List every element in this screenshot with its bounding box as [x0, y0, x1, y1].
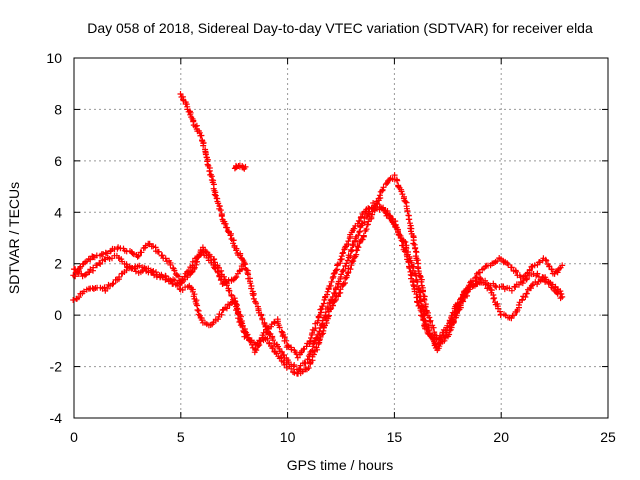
x-tick-label: 10	[280, 429, 296, 445]
x-tick-label: 5	[177, 429, 185, 445]
axis-ticks: 0 5 10 15 20 25 -4 -2 0 2 4 6 8 10	[46, 50, 616, 445]
x-tick-label: 0	[70, 429, 78, 445]
y-tick-label: -2	[50, 359, 63, 375]
x-axis-label: GPS time / hours	[287, 457, 394, 473]
series-track-d	[177, 91, 248, 266]
y-tick-label: -4	[50, 410, 63, 426]
data-points	[231, 162, 249, 172]
grid-lines	[74, 58, 608, 418]
series-track-b	[70, 200, 565, 361]
series-track-c	[70, 172, 566, 377]
plot-frame	[73, 57, 609, 419]
y-tick-label: 10	[46, 50, 62, 66]
data-points	[70, 200, 565, 361]
y-tick-label: 6	[54, 153, 62, 169]
x-tick-label: 25	[600, 429, 616, 445]
series-track-e	[231, 162, 249, 172]
data-points	[70, 172, 566, 377]
y-tick-label: 0	[54, 307, 62, 323]
data-marks	[70, 91, 566, 377]
y-axis-label: SDTVAR / TECUs	[6, 182, 22, 294]
x-tick-label: 20	[493, 429, 509, 445]
chart-title: Day 058 of 2018, Sidereal Day-to-day VTE…	[87, 20, 593, 36]
y-tick-label: 8	[54, 101, 62, 117]
data-points	[177, 91, 248, 266]
y-tick-label: 4	[54, 204, 62, 220]
y-tick-label: 2	[54, 256, 62, 272]
x-tick-label: 15	[387, 429, 403, 445]
